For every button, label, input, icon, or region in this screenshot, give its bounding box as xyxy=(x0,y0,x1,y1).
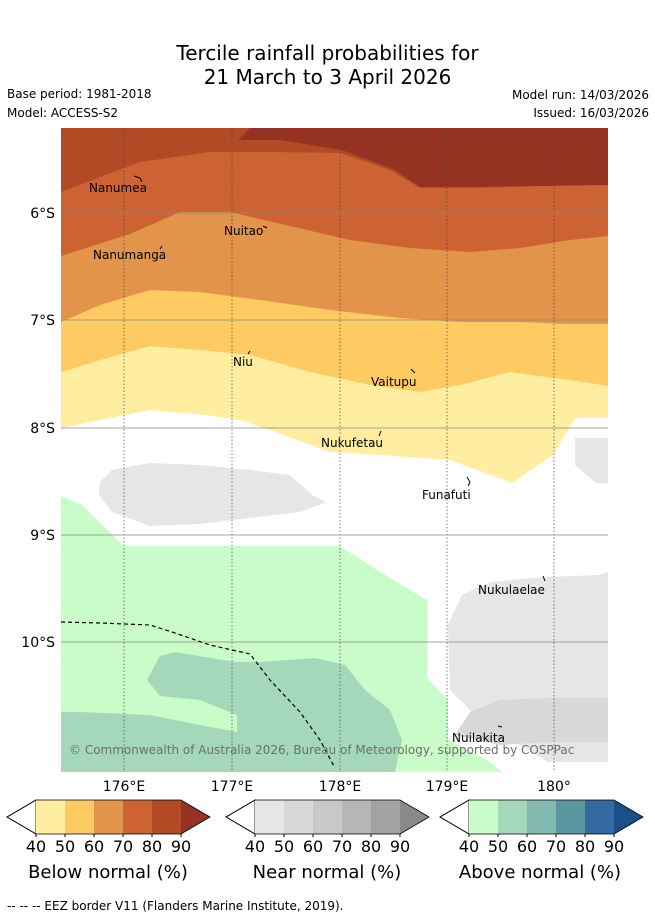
place-label-nanumea: Nanumea xyxy=(89,181,147,195)
place-label-vaitupu: Vaitupu xyxy=(371,375,417,389)
model-name: Model: ACCESS-S2 xyxy=(7,106,119,120)
lon-label-178e: 178°E xyxy=(319,779,362,795)
issued-date: Issued: 16/03/2026 xyxy=(533,106,649,120)
colorbar-label-near: Near normal (%) xyxy=(252,862,402,883)
lon-label-177e: 177°E xyxy=(211,779,254,795)
colorbar-near-segment xyxy=(342,800,371,834)
colorbar-above-tick-label: 60 xyxy=(517,837,537,856)
colorbar-near-tail xyxy=(225,799,256,835)
above-40-region xyxy=(61,496,502,772)
place-label-nukufetau: Nukufetau xyxy=(321,436,383,450)
lat-label-6s: 6°S xyxy=(30,206,55,222)
map-area: Nanumea Nuitao Nanumanga Niu Vaitupu Nuk… xyxy=(61,128,608,772)
island-nukulaelae xyxy=(542,575,546,582)
meridians xyxy=(123,128,555,772)
lon-label-180: 180° xyxy=(537,779,571,795)
colorbar-near-tick-label: 70 xyxy=(332,837,352,856)
colorbar-above-tick-label: 70 xyxy=(546,837,566,856)
above-50-region xyxy=(61,652,402,772)
colorbar-below-tick-label: 40 xyxy=(26,837,46,856)
colorbar-label-below: Below normal (%) xyxy=(28,862,188,883)
colorbar-near-tick-label: 40 xyxy=(245,837,265,856)
colorbar-below-head xyxy=(181,800,210,834)
colorbar-above-segment xyxy=(556,800,585,834)
colorbar-below-tick-label: 50 xyxy=(55,837,75,856)
colorbar-near-segment xyxy=(371,800,400,834)
colorbar-near-tick-label: 80 xyxy=(361,837,381,856)
lon-label-176e: 176°E xyxy=(103,779,146,795)
colorbar-near-tick-label: 50 xyxy=(274,837,294,856)
island-nanumea xyxy=(133,175,143,183)
eez-border-legend: -- -- -- EEZ border V11 (Flanders Marine… xyxy=(7,899,344,913)
chart-title-line2: 21 March to 3 April 2026 xyxy=(203,65,452,89)
place-label-nuitao: Nuitao xyxy=(224,224,263,238)
islands xyxy=(133,175,546,728)
colorbar-below-segment xyxy=(94,800,123,834)
copyright-notice: © Commonwealth of Australia 2026, Bureau… xyxy=(69,743,574,757)
near-40-patch-west xyxy=(99,463,326,526)
colorbar-below-tick-label: 70 xyxy=(113,837,133,856)
colorbar-above-head xyxy=(614,800,643,834)
colorbar-near-tick-label: 60 xyxy=(303,837,323,856)
chart-title-line1: Tercile rainfall probabilities for xyxy=(176,41,479,65)
place-label-nuilakita: Nuilakita xyxy=(452,731,505,745)
colorbar-near-tick-label: 90 xyxy=(390,837,410,856)
lat-label-7s: 7°S xyxy=(30,313,55,329)
place-label-niu: Niu xyxy=(233,355,253,369)
island-nuitao xyxy=(262,225,268,229)
colorbar-near-segment xyxy=(284,800,313,834)
near-50-patch-southeast xyxy=(455,698,608,745)
lon-label-179e: 179°E xyxy=(426,779,469,795)
colorbar-above-segment xyxy=(527,800,556,834)
lat-label-8s: 8°S xyxy=(30,421,55,437)
map-figure: Nanumea Nuitao Nanumanga Niu Vaitupu Nuk… xyxy=(21,128,608,795)
place-label-nukulaelae: Nukulaelae xyxy=(478,583,545,597)
island-nanumanga xyxy=(159,245,163,250)
colorbar-label-above: Above normal (%) xyxy=(458,862,622,883)
colorbar-above-tick-label: 50 xyxy=(488,837,508,856)
colorbar-above-tick-label: 80 xyxy=(575,837,595,856)
island-vaitupu xyxy=(410,368,416,374)
eez-border xyxy=(61,621,336,769)
colorbar-below-tick-label: 60 xyxy=(84,837,104,856)
colorbar-above-tail xyxy=(439,799,470,835)
colorbar-below-tail xyxy=(6,799,37,835)
colorbar-above-tick-label: 90 xyxy=(604,837,624,856)
colorbar-below-tick-label: 90 xyxy=(171,837,191,856)
colorbar-below-segment xyxy=(152,800,181,834)
colorbar-below-tick-label: 80 xyxy=(142,837,162,856)
colorbar-below-segment xyxy=(65,800,94,834)
colorbar-near-head xyxy=(400,800,429,834)
place-label-nanumanga: Nanumanga xyxy=(93,248,166,262)
place-label-funafuti: Funafuti xyxy=(422,488,471,502)
colorbar-above-segment xyxy=(498,800,527,834)
colorbar-near-segment xyxy=(313,800,342,834)
colorbar-above-segment xyxy=(469,800,498,834)
parallels xyxy=(61,212,608,643)
island-funafuti xyxy=(466,476,471,487)
colorbar-below-segment xyxy=(123,800,152,834)
island-nuilakita xyxy=(497,725,503,728)
island-nukufetau xyxy=(378,430,382,437)
colorbar-below-segment xyxy=(36,800,65,834)
near-40-patch-east xyxy=(575,438,608,483)
base-period: Base period: 1981-2018 xyxy=(7,87,152,101)
lat-label-9s: 9°S xyxy=(30,528,55,544)
island-niu xyxy=(247,350,251,355)
below-90-band xyxy=(238,128,608,187)
colorbar-near-segment xyxy=(255,800,284,834)
colorbar-above-tick-label: 40 xyxy=(459,837,479,856)
model-run: Model run: 14/03/2026 xyxy=(511,88,649,102)
lat-label-10s: 10°S xyxy=(21,635,55,651)
colorbar-above-segment xyxy=(585,800,614,834)
colorbars: 40 50 60 70 80 90 40 50 60 70 80 90 40 50 60 70 80 90 xyxy=(6,799,644,856)
